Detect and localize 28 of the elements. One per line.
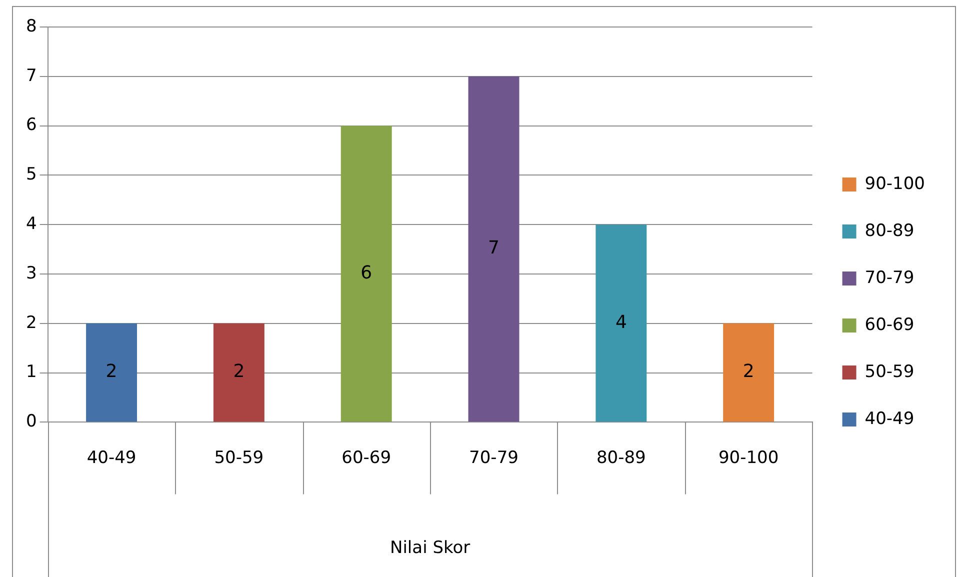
y-tick-label: 0 <box>26 412 37 432</box>
y-tick-label: 7 <box>26 66 37 86</box>
data-label: 4 <box>615 312 627 333</box>
y-tick-label: 1 <box>26 362 37 382</box>
y-tick-label: 4 <box>26 214 37 234</box>
x-tick-label: 70-79 <box>469 448 518 468</box>
legend-label: 80-89 <box>864 220 914 241</box>
x-tick-label: 40-49 <box>86 448 136 468</box>
legend-label: 50-59 <box>864 362 914 382</box>
x-tick-label: 80-89 <box>596 448 646 468</box>
x-tick-label: 50-59 <box>214 448 264 468</box>
data-label: 2 <box>106 361 118 382</box>
x-tick-label: 90-100 <box>718 448 779 468</box>
y-tick-label: 2 <box>26 312 37 333</box>
y-tick-label: 3 <box>26 263 37 284</box>
x-axis-title: Nilai Skor <box>390 538 470 558</box>
data-label: 7 <box>488 238 500 259</box>
legend-label: 90-100 <box>864 174 926 194</box>
legend-label: 60-69 <box>864 314 914 335</box>
y-tick-label: 8 <box>26 16 37 36</box>
data-label: 2 <box>742 361 754 382</box>
legend-label: 40-49 <box>864 408 914 429</box>
data-label: 6 <box>360 262 372 284</box>
data-label: 2 <box>233 361 245 382</box>
y-tick-label: 5 <box>26 164 37 185</box>
legend-label: 70-79 <box>864 268 914 288</box>
y-tick-label: 6 <box>26 115 37 136</box>
x-tick-label: 60-69 <box>342 448 392 468</box>
